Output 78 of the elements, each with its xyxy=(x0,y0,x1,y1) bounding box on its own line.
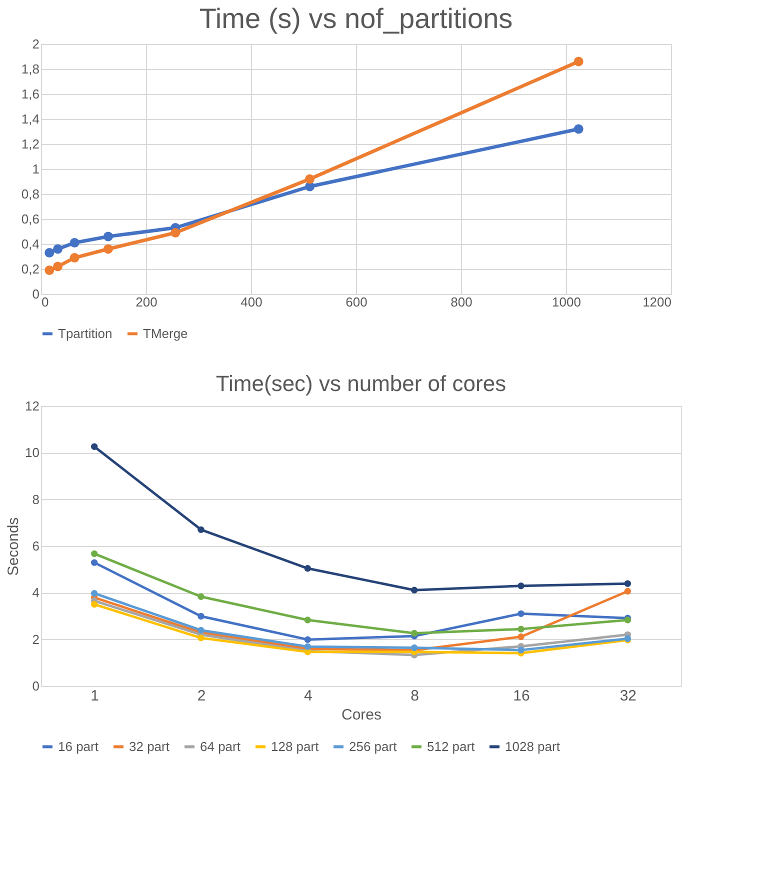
x-tick-label: 32 xyxy=(620,688,637,704)
x-tick-label: 2 xyxy=(197,688,206,704)
point xyxy=(198,634,204,642)
chart-title: Time (s) vs nof_partitions xyxy=(199,3,513,34)
x-tick-label: 16 xyxy=(513,688,530,704)
legend-label: 64 part xyxy=(200,738,241,754)
x-tick-label: 400 xyxy=(240,294,262,310)
point xyxy=(518,610,524,618)
x-tick-label: 600 xyxy=(346,294,368,310)
y-tick-label: 1 xyxy=(32,162,40,176)
x-axis-title: Cores xyxy=(341,706,382,724)
point xyxy=(44,248,54,258)
point xyxy=(70,253,80,262)
point xyxy=(103,232,113,242)
x-tick-label: 1000 xyxy=(552,294,581,310)
point xyxy=(44,266,54,275)
point xyxy=(518,633,524,640)
point xyxy=(90,600,98,608)
y-tick-label: 0,4 xyxy=(21,236,40,252)
point xyxy=(304,643,312,650)
point xyxy=(518,582,524,590)
point xyxy=(305,174,315,184)
point xyxy=(90,443,98,450)
y-axis-title: Seconds xyxy=(5,517,22,576)
point xyxy=(103,244,113,254)
point xyxy=(574,124,584,134)
y-tick-label: 1,8 xyxy=(21,62,40,76)
point xyxy=(304,636,312,643)
y-tick-label: 4 xyxy=(32,585,40,600)
point xyxy=(624,588,632,595)
y-tick-label: 6 xyxy=(32,538,40,554)
y-tick-label: 2 xyxy=(32,36,40,52)
legend-label: 128 part xyxy=(271,738,320,754)
point xyxy=(53,244,63,254)
point xyxy=(53,262,63,272)
point xyxy=(90,590,98,597)
x-tick-label: 0 xyxy=(42,294,49,310)
legend-label: 32 part xyxy=(129,738,170,754)
point xyxy=(170,228,180,238)
point xyxy=(410,644,418,652)
legend-label: 256 part xyxy=(349,738,398,754)
y-tick-label: 10 xyxy=(25,445,40,460)
x-tick-label: 1 xyxy=(90,688,100,704)
point xyxy=(90,559,98,566)
point xyxy=(518,626,524,632)
legend-label: 512 part xyxy=(427,738,476,754)
y-tick-label: 12 xyxy=(25,398,40,414)
y-tick-label: 1,2 xyxy=(21,136,40,152)
point xyxy=(198,526,204,534)
legend-label: 1028 part xyxy=(505,738,560,754)
legend-label: 16 part xyxy=(58,738,99,754)
point xyxy=(198,612,204,620)
point xyxy=(198,593,204,600)
point xyxy=(410,630,418,637)
x-tick-label: 800 xyxy=(450,294,472,310)
y-tick-label: 1,6 xyxy=(21,86,40,102)
point xyxy=(90,550,98,558)
chart-title: Time(sec) vs number of cores xyxy=(216,371,506,396)
legend-label: TMerge xyxy=(143,326,188,341)
point xyxy=(518,646,524,654)
legend-label: Tpartition xyxy=(58,326,112,341)
y-tick-label: 0,8 xyxy=(21,186,40,202)
x-tick-label: 200 xyxy=(136,294,158,310)
point xyxy=(304,565,312,572)
x-tick-label: 8 xyxy=(410,688,420,704)
point xyxy=(574,56,584,66)
y-tick-label: 0,2 xyxy=(21,262,40,276)
x-tick-label: 4 xyxy=(304,688,312,704)
point xyxy=(624,580,632,587)
y-tick-label: 1,4 xyxy=(21,112,40,126)
point xyxy=(410,586,418,594)
y-tick-label: 0,6 xyxy=(21,212,40,226)
point xyxy=(304,616,312,624)
point xyxy=(198,626,204,634)
point xyxy=(70,238,80,248)
y-tick-label: 8 xyxy=(32,492,40,507)
x-tick-label: 1200 xyxy=(642,294,672,310)
y-tick-label: 2 xyxy=(32,632,40,647)
